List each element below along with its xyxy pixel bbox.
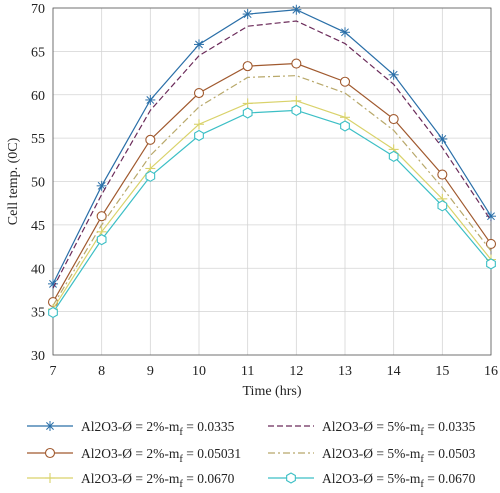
x-tick-label: 15 [435,364,449,379]
marker-circle [291,58,302,69]
y-tick-label: 55 [31,132,45,147]
marker-circle [193,87,205,99]
series-line [52,9,492,285]
legend-label: Al2O3-Ø = 2%-mf = 0.05031 [81,446,241,465]
marker-star [46,422,54,430]
marker-star [438,135,447,143]
marker-star [97,181,106,190]
marker-hexagon [242,107,253,119]
marker-circle [145,134,156,145]
marker-hexagon [388,150,399,162]
x-tick-label: 7 [50,364,57,379]
marker-hexagon [145,170,156,182]
x-tick-label: 13 [338,364,352,379]
x-tick-label: 11 [241,364,254,379]
legend-item: Al2O3-Ø = 5%-mf = 0.0670 [268,471,476,490]
legend-label: Al2O3-Ø = 5%-mf = 0.0503 [322,446,476,465]
marker-hexagon [194,129,204,142]
x-tick-label: 10 [192,364,206,379]
y-tick-label: 45 [31,219,45,234]
marker-star [146,96,155,104]
marker-hexagon [291,104,302,116]
y-axis-label: Cell temp. (0C) [6,137,21,225]
x-tick-label: 9 [147,364,154,379]
x-axis-label: Time (hrs) [243,384,302,399]
marker-star [195,40,203,49]
y-tick-label: 65 [31,45,45,60]
marker-star [341,28,349,37]
legend-item: Al2O3-Ø = 2%-mf = 0.05031 [27,446,241,465]
marker-circle [437,169,448,180]
legend-item: Al2O3-Ø = 5%-mf = 0.0503 [268,446,476,465]
legend-label: Al2O3-Ø = 5%-mf = 0.0335 [322,419,476,438]
series [47,4,497,319]
y-tick-label: 60 [31,89,45,104]
series-line [52,62,492,303]
marker-hexagon [486,258,496,270]
x-tick-label: 16 [484,364,498,379]
series-6 [48,104,496,319]
marker-star [292,5,301,14]
legend: Al2O3-Ø = 2%-mf = 0.0335 Al2O3-Ø = 5%-mf … [27,419,476,490]
series-line [52,109,492,313]
marker-star [389,70,398,79]
legend-item: Al2O3-Ø = 2%-mf = 0.0335 [27,419,235,438]
marker-hexagon [340,120,350,132]
marker-hexagon [96,233,107,246]
y-tick-label: 70 [31,2,45,17]
legend-label: Al2O3-Ø = 2%-mf = 0.0335 [81,419,235,438]
x-tick-label: 8 [98,364,105,379]
plot-frame [52,7,492,356]
y-tick-label: 40 [31,262,45,277]
marker-circle [96,211,107,222]
series-line [52,100,492,310]
series-5 [48,95,496,315]
marker-star [487,212,495,221]
y-axis-ticks: 30 35 40 45 50 55 60 65 70 [31,2,45,364]
marker-star [49,279,57,288]
marker-hexagon [286,472,296,484]
y-tick-label: 35 [31,306,45,321]
y-tick-label: 50 [31,176,45,191]
marker-hexagon [48,306,58,319]
series-line [52,75,492,306]
x-axis-ticks: 7 8 9 10 11 12 13 14 15 16 [50,364,499,379]
marker-hexagon [437,200,448,212]
series-3 [47,58,497,308]
marker-star [243,10,252,19]
legend-item: Al2O3-Ø = 5%-mf = 0.0335 [268,419,476,438]
legend-label: Al2O3-Ø = 2%-mf = 0.0670 [81,471,235,490]
legend-label: Al2O3-Ø = 5%-mf = 0.0670 [322,471,476,490]
series-2 [52,20,492,289]
series-4 [52,75,492,306]
marker-circle [485,238,497,250]
x-tick-label: 14 [387,364,401,379]
y-tick-label: 30 [31,349,45,364]
marker-circle [388,113,399,125]
series-line [52,20,492,289]
series-1 [48,4,496,289]
x-tick-label: 12 [289,364,303,379]
marker-circle [242,61,253,72]
legend-item: Al2O3-Ø = 2%-mf = 0.0670 [27,471,235,490]
marker-circle [339,76,351,87]
marker-circle [44,447,56,459]
